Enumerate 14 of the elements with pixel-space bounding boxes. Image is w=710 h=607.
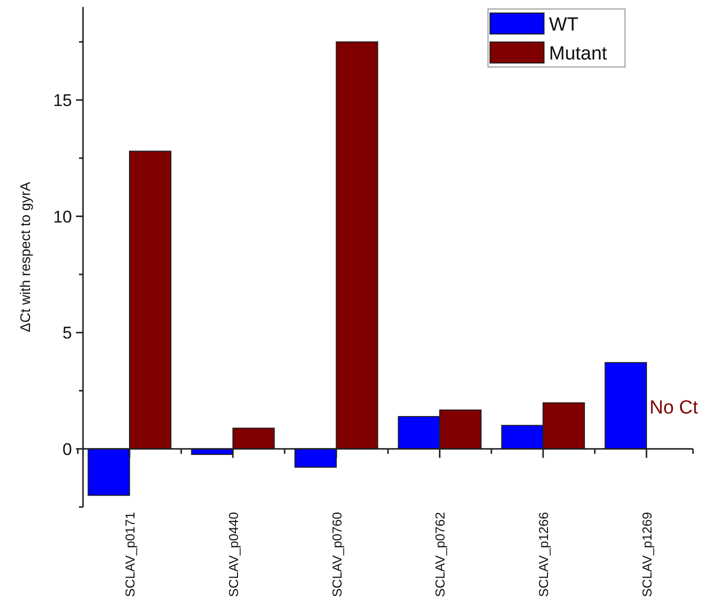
- legend-label: Mutant: [549, 44, 608, 65]
- x-tick-label: SCLAV_p0760: [329, 512, 344, 598]
- y-tick-label: 15: [53, 90, 72, 110]
- y-tick-label: 0: [62, 440, 72, 459]
- y-tick-label: 5: [62, 324, 72, 343]
- y-tick-label: 10: [53, 207, 72, 226]
- y-axis-title: ΔCt with respect to gyrA: [17, 181, 33, 332]
- x-tick-label: SCLAV_p0171: [122, 512, 138, 598]
- x-tick-label: SCLAV_p0762: [432, 512, 448, 598]
- x-tick-label: SCLAV_p1266: [536, 512, 552, 598]
- x-tick-label: SCLAV_p0440: [226, 512, 241, 598]
- annotation: No Ct: [649, 398, 699, 419]
- x-tick-label: SCLAV_p1269: [639, 512, 654, 598]
- legend-label: WT: [549, 14, 579, 36]
